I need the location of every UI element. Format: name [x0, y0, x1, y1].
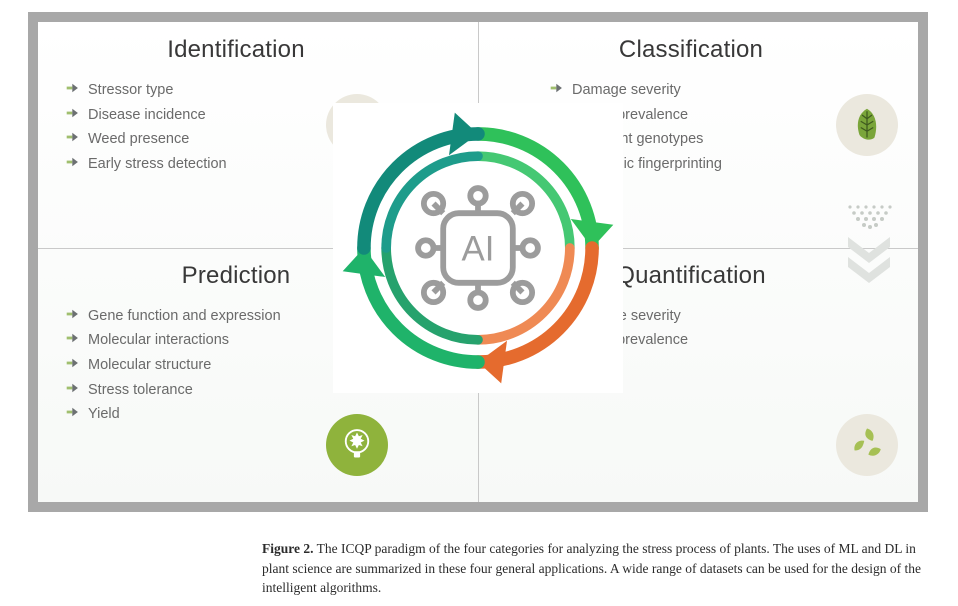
bullet-arrow-icon: [66, 405, 80, 419]
bullet-arrow-icon: [66, 106, 80, 120]
figure-caption: Figure 2. The ICQP paradigm of the four …: [262, 539, 930, 598]
page-root: Identification Stressor type Disease inci…: [0, 0, 958, 606]
list-item-label: Weed presence: [88, 131, 189, 147]
quadrant-title: Identification: [66, 36, 406, 64]
tree-bulb-icon: [337, 425, 377, 465]
bullet-arrow-icon: [66, 155, 80, 169]
caption-text: The ICQP paradigm of the four categories…: [262, 541, 921, 595]
list-item-label: Damage severity: [572, 82, 681, 98]
caption-label: Figure 2.: [262, 541, 314, 556]
quadrant-title: Classification: [550, 36, 832, 64]
list-item-label: Gene function and expression: [88, 308, 281, 324]
list-item-label: Stress tolerance: [88, 382, 193, 398]
list-item-label: Molecular interactions: [88, 332, 229, 348]
bullet-arrow-icon: [66, 356, 80, 370]
center-ai-cycle: AI: [333, 103, 623, 393]
bullet-arrow-icon: [66, 81, 80, 95]
bullet-arrow-icon: [66, 381, 80, 395]
badge-tree-bulb: [326, 414, 388, 476]
figure-frame: Identification Stressor type Disease inci…: [28, 12, 928, 512]
bullet-arrow-icon: [550, 81, 564, 95]
ai-label: AI: [462, 229, 495, 268]
simple-leaf-icon: [847, 105, 887, 145]
list-item-label: Early stress detection: [88, 156, 227, 172]
bullet-arrow-icon: [66, 130, 80, 144]
bullet-arrow-icon: [66, 307, 80, 321]
list-item-label: Yield: [88, 406, 120, 422]
list-item-label: Molecular structure: [88, 357, 211, 373]
ai-cycle-icon: AI: [333, 103, 623, 393]
bullet-arrow-icon: [66, 331, 80, 345]
list-item-label: Stressor type: [88, 82, 173, 98]
list-item-label: Disease incidence: [88, 107, 206, 123]
leaf-cycle-icon: [845, 423, 889, 467]
list-item: Damage severity: [550, 78, 832, 103]
dotted-chevrons: [842, 203, 896, 283]
badge-leaf-cycle: [836, 414, 898, 476]
chevrons-icon: [842, 203, 896, 283]
badge-simple-leaf: [836, 94, 898, 156]
